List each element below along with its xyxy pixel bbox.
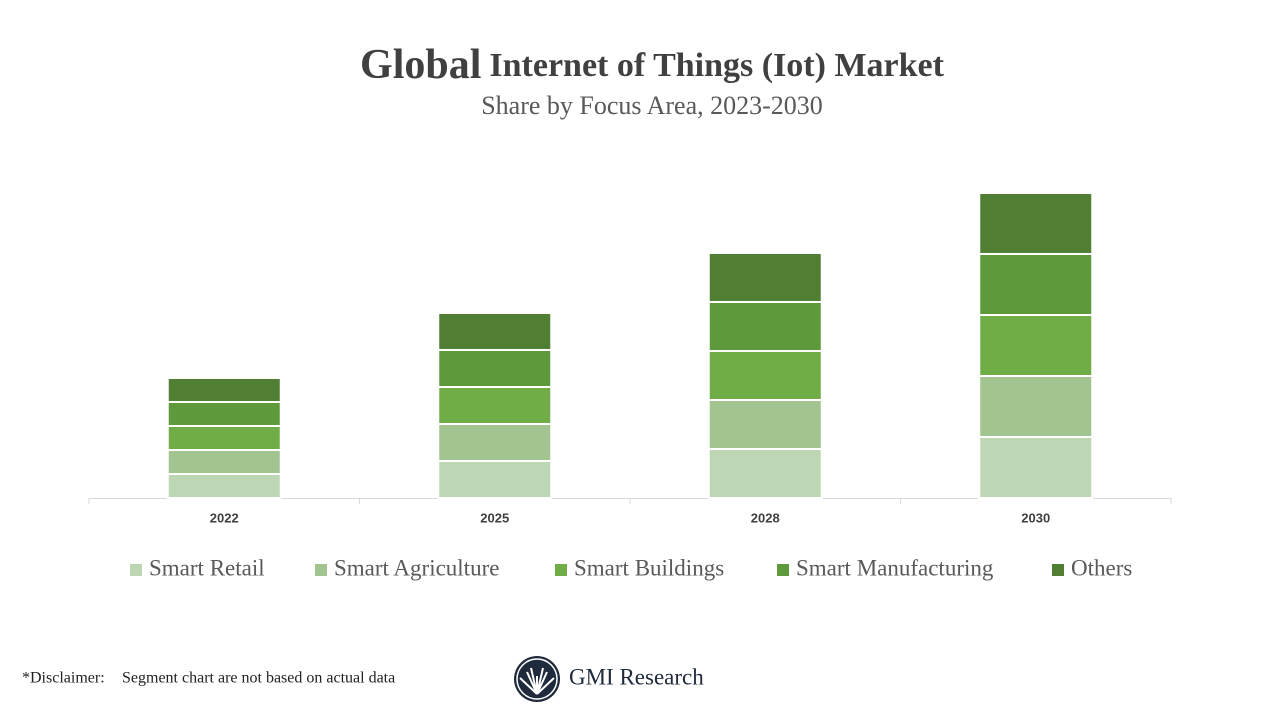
bar-segment bbox=[437, 312, 553, 351]
bar-segment bbox=[437, 423, 553, 462]
logo bbox=[514, 656, 560, 702]
x-tick-label: 2028 bbox=[751, 510, 780, 525]
bar-segment bbox=[707, 252, 823, 303]
bar-segment bbox=[707, 448, 823, 499]
legend-label: Others bbox=[1071, 555, 1132, 580]
bar-segment bbox=[978, 375, 1094, 438]
x-tick-label: 2030 bbox=[1021, 510, 1050, 525]
bar-segment bbox=[707, 301, 823, 352]
bar-segment bbox=[707, 350, 823, 401]
legend-label: Smart Buildings bbox=[574, 555, 724, 580]
bar-segment bbox=[166, 401, 282, 427]
x-tick-label: 2025 bbox=[480, 510, 509, 525]
brand: GMI Research bbox=[569, 664, 704, 689]
bar-segment bbox=[166, 425, 282, 451]
chart-title-lead: Global bbox=[360, 42, 481, 88]
legend-swatch bbox=[315, 564, 327, 576]
legend-swatch bbox=[130, 564, 142, 576]
bar-segment bbox=[978, 192, 1094, 255]
disclaimer-label: *Disclaimer: bbox=[22, 670, 105, 687]
legend-label: Smart Agriculture bbox=[334, 555, 499, 580]
legend-swatch bbox=[777, 564, 789, 576]
chart-subtitle: Share by Focus Area, 2023-2030 bbox=[481, 91, 823, 120]
disclaimer: Segment chart are not based on actual da… bbox=[122, 670, 395, 687]
bar-segment bbox=[166, 449, 282, 475]
chart-title: Internet of Things (Iot) Market bbox=[489, 47, 944, 84]
legend-swatch bbox=[1052, 564, 1064, 576]
bar-segment bbox=[978, 253, 1094, 316]
bar-segment bbox=[166, 377, 282, 403]
bar-segment bbox=[437, 349, 553, 388]
bar-segment bbox=[707, 399, 823, 450]
legend-swatch bbox=[555, 564, 567, 576]
bar-segment bbox=[437, 460, 553, 499]
bar-segment bbox=[978, 314, 1094, 377]
chart-title-group: Global Internet of Things (Iot) Market bbox=[360, 42, 945, 88]
bar-segment bbox=[166, 473, 282, 499]
bar-segment bbox=[437, 386, 553, 425]
legend-label: Smart Retail bbox=[149, 555, 265, 580]
bar-segment bbox=[978, 436, 1094, 499]
x-tick-label: 2022 bbox=[210, 510, 239, 525]
legend-label: Smart Manufacturing bbox=[796, 555, 994, 580]
